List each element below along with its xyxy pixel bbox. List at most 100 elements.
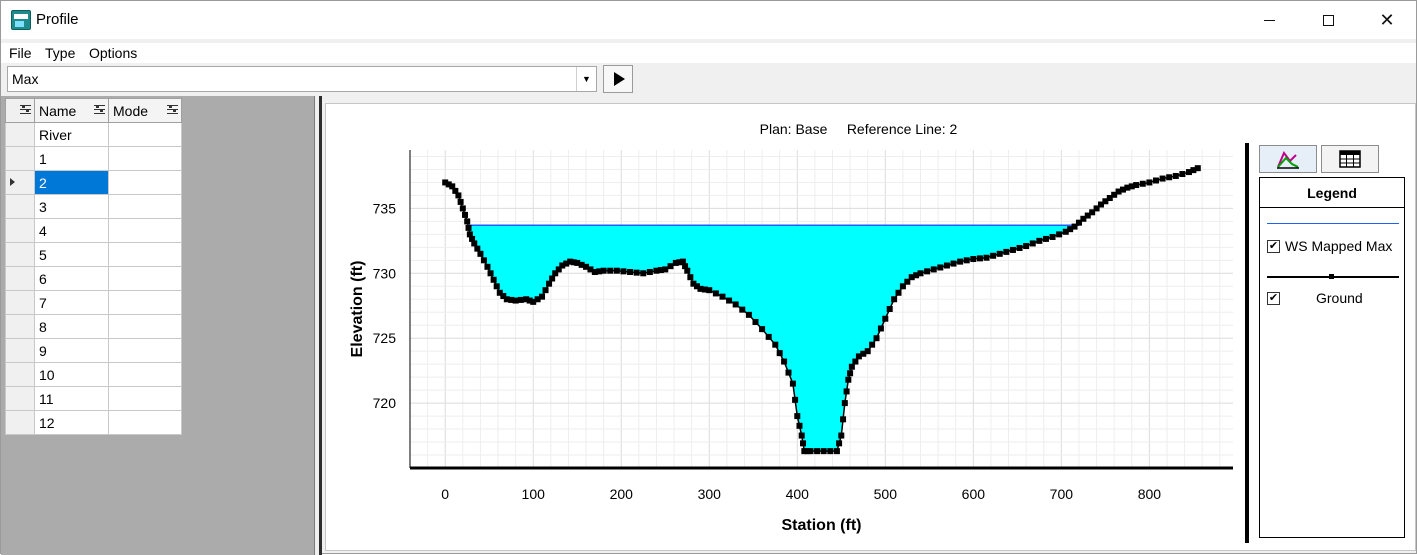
row-name-cell[interactable]: 6: [34, 266, 109, 291]
profile-chart[interactable]: Plan: Base Reference Line: 2 0 100 200 300 40…: [326, 104, 1417, 552]
row-selector[interactable]: [5, 218, 35, 243]
column-options-icon[interactable]: [94, 105, 105, 116]
ground-point: [684, 267, 691, 274]
menu-type[interactable]: Type: [45, 45, 76, 61]
ground-point: [827, 448, 834, 455]
ground-point: [845, 376, 852, 383]
row-selector[interactable]: [5, 386, 35, 411]
row-selector[interactable]: [5, 314, 35, 339]
ground-point: [701, 286, 708, 293]
table-row[interactable]: 11: [5, 386, 182, 411]
row-mode-cell[interactable]: [108, 314, 182, 339]
menu-file[interactable]: File: [9, 45, 32, 61]
ground-point: [508, 296, 515, 303]
row-name-cell[interactable]: 2: [34, 170, 109, 195]
table-view-button[interactable]: [1321, 145, 1379, 173]
row-name-cell[interactable]: 4: [34, 218, 109, 243]
row-mode-cell[interactable]: [108, 410, 182, 435]
ground-point: [570, 259, 577, 266]
ground-point: [600, 267, 607, 274]
grid-corner-header[interactable]: [5, 98, 35, 123]
column-header-name[interactable]: Name: [34, 98, 109, 123]
table-row[interactable]: 3: [5, 194, 182, 219]
row-name-cell[interactable]: 5: [34, 242, 109, 267]
pane-splitter[interactable]: [314, 96, 322, 555]
row-selector[interactable]: [5, 410, 35, 435]
row-selector[interactable]: [5, 242, 35, 267]
ground-point: [1102, 198, 1109, 205]
row-selector[interactable]: [5, 194, 35, 219]
row-selector[interactable]: [5, 266, 35, 291]
row-mode-cell[interactable]: [108, 242, 182, 267]
row-name-cell[interactable]: 11: [34, 386, 109, 411]
legend-entry-ws[interactable]: ✔ WS Mapped Max: [1267, 238, 1392, 254]
ground-point: [493, 283, 500, 290]
x-tick-label: 800: [1138, 486, 1162, 502]
play-button[interactable]: [603, 65, 633, 93]
row-selector[interactable]: [5, 146, 35, 171]
ground-point: [574, 259, 581, 266]
ground-point: [719, 293, 726, 300]
ground-point: [852, 358, 859, 365]
table-row[interactable]: 2: [5, 170, 182, 195]
table-row[interactable]: 5: [5, 242, 182, 267]
dropdown-button[interactable]: ▼: [576, 67, 596, 91]
x-tick-label: 600: [962, 486, 986, 502]
row-name-cell[interactable]: 8: [34, 314, 109, 339]
maximize-button[interactable]: [1299, 1, 1357, 39]
row-mode-cell[interactable]: [108, 146, 182, 171]
table-row[interactable]: 4: [5, 218, 182, 243]
row-selector[interactable]: [5, 170, 35, 195]
row-mode-cell[interactable]: [108, 362, 182, 387]
table-row[interactable]: 12: [5, 410, 182, 435]
y-tick-label: 720: [373, 395, 397, 411]
table-row[interactable]: 10: [5, 362, 182, 387]
row-name-cell[interactable]: River: [34, 122, 109, 147]
row-mode-cell[interactable]: [108, 170, 182, 195]
table-row[interactable]: 9: [5, 338, 182, 363]
row-mode-cell[interactable]: [108, 290, 182, 315]
ground-point: [445, 181, 452, 188]
row-selector[interactable]: [5, 290, 35, 315]
table-row[interactable]: 1: [5, 146, 182, 171]
row-name-cell[interactable]: 10: [34, 362, 109, 387]
minimize-button[interactable]: [1240, 1, 1298, 39]
table-row[interactable]: 6: [5, 266, 182, 291]
x-tick-label: 700: [1050, 486, 1074, 502]
row-mode-cell[interactable]: [108, 386, 182, 411]
ground-point: [687, 274, 694, 281]
row-selector[interactable]: [5, 338, 35, 363]
reference-line-grid: Name Mode River 1 2 3 4 5 6 7 8 9 10 11 12: [5, 98, 182, 435]
profile-select[interactable]: Max ▼: [7, 66, 597, 92]
row-name-cell[interactable]: 1: [34, 146, 109, 171]
ground-point: [500, 293, 507, 300]
ground-point: [530, 298, 537, 305]
close-button[interactable]: ✕: [1358, 1, 1416, 39]
row-name-cell[interactable]: 9: [34, 338, 109, 363]
ground-point: [792, 396, 799, 403]
row-selector[interactable]: [5, 122, 35, 147]
ground-point: [455, 192, 462, 199]
ground-point: [869, 341, 876, 348]
row-selector[interactable]: [5, 362, 35, 387]
row-mode-cell[interactable]: [108, 194, 182, 219]
row-mode-cell[interactable]: [108, 266, 182, 291]
ground-point: [1067, 226, 1074, 233]
row-name-cell[interactable]: 7: [34, 290, 109, 315]
menu-options[interactable]: Options: [89, 45, 138, 61]
column-options-icon[interactable]: [167, 105, 178, 116]
row-name-cell[interactable]: 3: [34, 194, 109, 219]
ground-point: [732, 301, 739, 308]
table-row[interactable]: River: [5, 122, 182, 147]
row-mode-cell[interactable]: [108, 338, 182, 363]
column-header-mode[interactable]: Mode: [108, 98, 182, 123]
graph-view-button[interactable]: [1259, 145, 1317, 173]
table-row[interactable]: 7: [5, 290, 182, 315]
legend-ground-checkbox[interactable]: ✔: [1267, 292, 1280, 305]
row-mode-cell[interactable]: [108, 122, 182, 147]
table-row[interactable]: 8: [5, 314, 182, 339]
x-tick-label: 200: [610, 486, 634, 502]
row-name-cell[interactable]: 12: [34, 410, 109, 435]
row-mode-cell[interactable]: [108, 218, 182, 243]
legend-ws-checkbox[interactable]: ✔: [1267, 240, 1280, 253]
